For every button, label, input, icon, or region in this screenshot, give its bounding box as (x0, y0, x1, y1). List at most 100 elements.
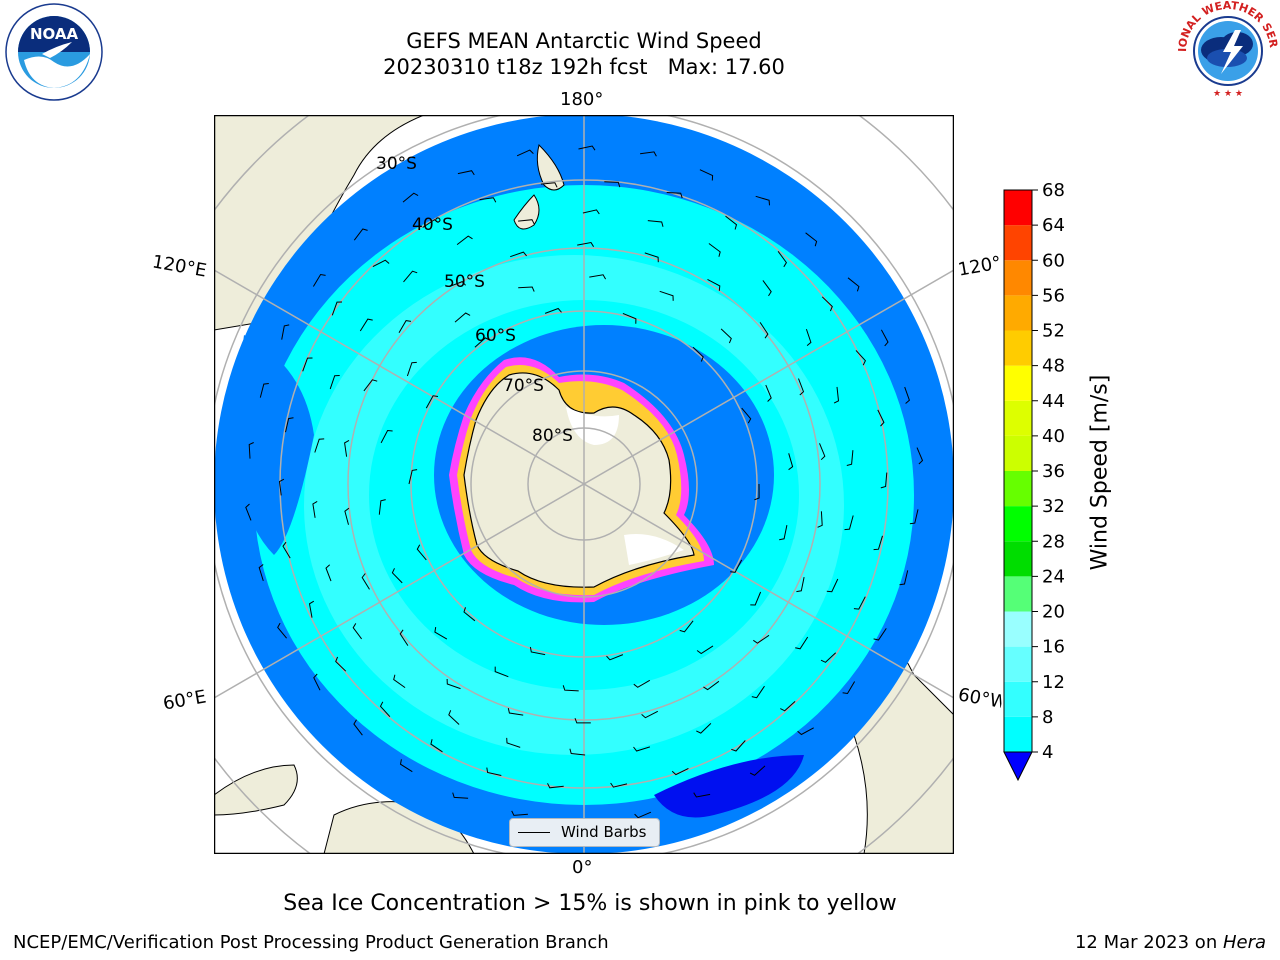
wind-barb (708, 243, 721, 257)
wind-barb (353, 719, 363, 736)
wind-barb (474, 337, 491, 348)
wind-barb (749, 765, 766, 776)
colorbar-label: Wind Speed [m/s] (1087, 374, 1113, 571)
wind-barb (696, 723, 712, 734)
polar-map: 30°S 40°S 50°S 60°S 70°S 80°S (214, 115, 954, 854)
footer-host: Hera (1222, 932, 1266, 953)
wind-barb (248, 442, 254, 459)
wind-barb (707, 278, 721, 291)
wind-barb (805, 232, 818, 247)
title-line-1: GEFS MEAN Antarctic Wind Speed (406, 29, 762, 53)
antarctica-land (463, 372, 695, 588)
wind-barb (720, 328, 732, 344)
wind-barb (873, 535, 883, 551)
wind-barb (762, 280, 772, 297)
wind-barb (547, 783, 564, 789)
wind-barb (378, 499, 386, 515)
wind-barbs-legend: Wind Barbs (509, 818, 660, 847)
wind-barb (610, 782, 628, 788)
noaa-logo-text: NOAA (30, 25, 79, 43)
colorbar-segment (1004, 330, 1032, 366)
colorbar-tick-label: 24 (1042, 566, 1065, 587)
colorbar-tick-label: 16 (1042, 637, 1065, 658)
wind-barb (448, 281, 466, 288)
colorbar-tick-label: 12 (1042, 672, 1065, 693)
colorbar-tick-label: 36 (1042, 461, 1065, 482)
wind-barb (604, 181, 621, 188)
lat-label-30: 30°S (376, 154, 417, 174)
wind-barb (425, 395, 439, 409)
wind-barb (312, 500, 318, 518)
colorbar-segment (1004, 611, 1032, 647)
wind-barb (391, 568, 403, 584)
wind-barb (446, 678, 461, 690)
colorbar-tick-label: 68 (1042, 180, 1065, 201)
wind-barb (820, 652, 837, 663)
wind-barb (699, 169, 714, 181)
legend-label: Wind Barbs (561, 823, 647, 841)
lat-label-50: 50°S (444, 272, 485, 292)
wind-barb (765, 384, 772, 402)
wind-barb (819, 443, 826, 461)
wind-barb (529, 646, 546, 656)
wind-barb (479, 197, 497, 203)
wind-barb (780, 701, 796, 712)
wind-band-west-patch (234, 335, 314, 555)
wind-barb (325, 564, 332, 582)
wind-barb (486, 767, 502, 776)
wind-barb (399, 759, 413, 773)
wind-barb (422, 219, 439, 228)
wind-barb (314, 438, 325, 453)
wind-band-strong-patch (654, 755, 804, 818)
new-zealand-land (513, 144, 565, 230)
colorbar-segment (1004, 225, 1032, 261)
lat-label-80: 80°S (532, 426, 573, 446)
wind-barb (372, 259, 390, 268)
wind-barb (363, 379, 378, 392)
wind-barb (755, 195, 770, 206)
colorbar-segment (1004, 400, 1032, 436)
wind-barb (582, 209, 600, 215)
wind-barb (544, 307, 562, 314)
noaa-logo: NOAA (5, 3, 103, 101)
wind-barb (725, 215, 738, 230)
wind-barb (634, 811, 652, 819)
wind-barb (731, 740, 746, 752)
wind-barb (666, 192, 683, 199)
colorbar-tick-label: 40 (1042, 426, 1065, 447)
wind-barb (795, 636, 809, 650)
colorbar-segment (1004, 681, 1032, 717)
wind-barb (833, 386, 840, 404)
wind-barb (647, 220, 664, 227)
wind-barb (693, 792, 711, 798)
wind-barb (259, 383, 269, 398)
wind-barb (406, 361, 417, 377)
wind-barb (278, 478, 285, 496)
lon-label-120e: 120°E (150, 251, 209, 282)
wind-barb (842, 681, 856, 695)
colorbar-segment (1004, 471, 1032, 507)
colorbar-tick-label: 32 (1042, 496, 1065, 517)
wind-barb (516, 149, 534, 157)
wind-barb (880, 472, 888, 489)
wind-barb (640, 151, 657, 157)
wind-barb (880, 329, 889, 347)
nws-logo: NATIONAL WEATHER SERVICE ★ ★ ★ (1177, 0, 1279, 99)
wind-barb (899, 570, 909, 586)
sea-ice-caption: Sea Ice Concentration > 15% is shown in … (283, 891, 897, 916)
colorbar-segment (1004, 541, 1032, 577)
wind-barb (510, 251, 527, 258)
wind-barb (855, 350, 866, 366)
colorbar-tick-label: 28 (1042, 531, 1065, 552)
wind-barb (344, 507, 350, 525)
wind-barb (361, 573, 370, 590)
colorbar-tick-label: 20 (1042, 602, 1065, 623)
colorbar-tick-label: 60 (1042, 250, 1065, 271)
wind-barb (285, 417, 294, 433)
wind-barb (817, 511, 823, 528)
wind-barb (821, 296, 833, 312)
wind-barb (730, 559, 743, 573)
colorbar-segment (1004, 260, 1032, 296)
wind-barb (245, 503, 252, 521)
lat-label-70: 70°S (503, 376, 544, 396)
